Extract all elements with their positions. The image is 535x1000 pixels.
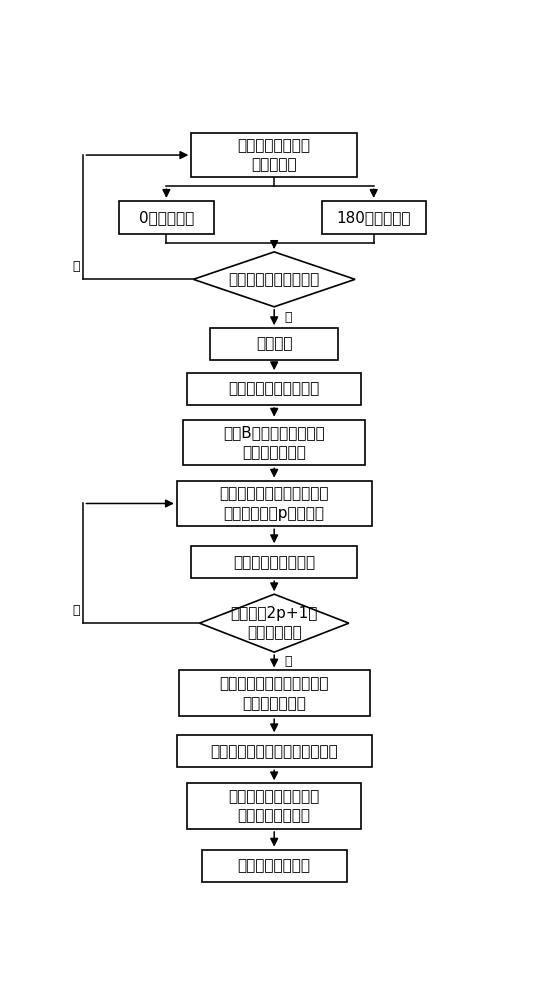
Text: 提取最大相关系数对应的最
大相关小波尺度: 提取最大相关系数对应的最 大相关小波尺度: [219, 676, 329, 711]
Text: 获取代表数据点所在扫描线
及左右两侧各p条扫描线: 获取代表数据点所在扫描线 及左右两侧各p条扫描线: [219, 486, 329, 521]
Text: 是: 是: [285, 655, 292, 668]
Bar: [177, 481, 372, 526]
Text: 0相超声回波: 0相超声回波: [139, 210, 194, 225]
Polygon shape: [200, 594, 349, 652]
Bar: [187, 373, 361, 405]
Text: 根据B超图像标定热凝固
位置代表数据点: 根据B超图像标定热凝固 位置代表数据点: [223, 425, 325, 460]
Text: 是: 是: [285, 311, 292, 324]
Bar: [183, 420, 365, 465]
Text: 是否完成2p+1条
扫描线分析？: 是否完成2p+1条 扫描线分析？: [231, 606, 318, 641]
Bar: [322, 201, 425, 234]
Bar: [210, 328, 339, 360]
Bar: [177, 735, 372, 767]
Text: 是否发射两次波束组？: 是否发射两次波束组？: [228, 272, 320, 287]
Text: 提取最大相关小波尺度
下的相关系数向量: 提取最大相关小波尺度 下的相关系数向量: [228, 789, 320, 824]
Bar: [187, 783, 361, 829]
Bar: [119, 201, 214, 234]
Bar: [192, 133, 357, 177]
Text: 波束复合: 波束复合: [256, 337, 293, 352]
Text: 180相超声回波: 180相超声回波: [337, 210, 411, 225]
Bar: [179, 670, 370, 716]
Text: 对所有扫描线进行连续小波分析: 对所有扫描线进行连续小波分析: [210, 744, 338, 759]
Text: 否: 否: [73, 260, 80, 273]
Text: 超声换能器发射并
接收超声波: 超声换能器发射并 接收超声波: [238, 138, 311, 172]
Text: 带通滤波提取谐波分量: 带通滤波提取谐波分量: [228, 382, 320, 397]
Text: 构建相关系数矩阵: 构建相关系数矩阵: [238, 858, 311, 873]
Bar: [202, 850, 347, 882]
Text: 否: 否: [73, 604, 80, 617]
Polygon shape: [193, 252, 355, 307]
Bar: [192, 546, 357, 578]
Text: 连续小波相关性分析: 连续小波相关性分析: [233, 555, 315, 570]
